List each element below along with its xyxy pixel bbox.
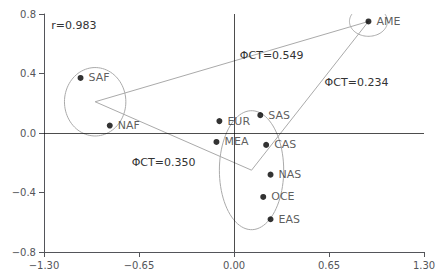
svg-text:0.8: 0.8 bbox=[20, 9, 36, 20]
svg-text:ΦCT=0.549: ΦCT=0.549 bbox=[240, 49, 304, 62]
svg-text:1.30: 1.30 bbox=[413, 260, 435, 271]
svg-text:AME: AME bbox=[376, 15, 400, 28]
svg-text:EUR: EUR bbox=[227, 115, 250, 128]
svg-text:−0.8: −0.8 bbox=[12, 247, 36, 258]
svg-text:−0.65: −0.65 bbox=[124, 260, 155, 271]
svg-text:EAS: EAS bbox=[279, 213, 300, 226]
svg-text:MEA: MEA bbox=[224, 135, 248, 148]
svg-text:NAS: NAS bbox=[279, 168, 302, 181]
svg-text:SAS: SAS bbox=[268, 109, 290, 122]
svg-text:ΦCT=0.350: ΦCT=0.350 bbox=[132, 156, 196, 169]
svg-text:NAF: NAF bbox=[118, 119, 140, 132]
svg-text:SAF: SAF bbox=[89, 71, 110, 84]
svg-text:ΦCT=0.234: ΦCT=0.234 bbox=[325, 76, 389, 89]
svg-text:−1.30: −1.30 bbox=[29, 260, 60, 271]
svg-text:CAS: CAS bbox=[274, 138, 296, 151]
svg-text:r=0.983: r=0.983 bbox=[51, 19, 96, 32]
svg-text:0.65: 0.65 bbox=[318, 260, 340, 271]
svg-text:0.00: 0.00 bbox=[223, 260, 245, 271]
svg-text:0.0: 0.0 bbox=[20, 128, 36, 139]
svg-text:OCE: OCE bbox=[271, 190, 294, 203]
svg-text:0.4: 0.4 bbox=[20, 68, 36, 79]
svg-text:−0.4: −0.4 bbox=[12, 187, 36, 198]
